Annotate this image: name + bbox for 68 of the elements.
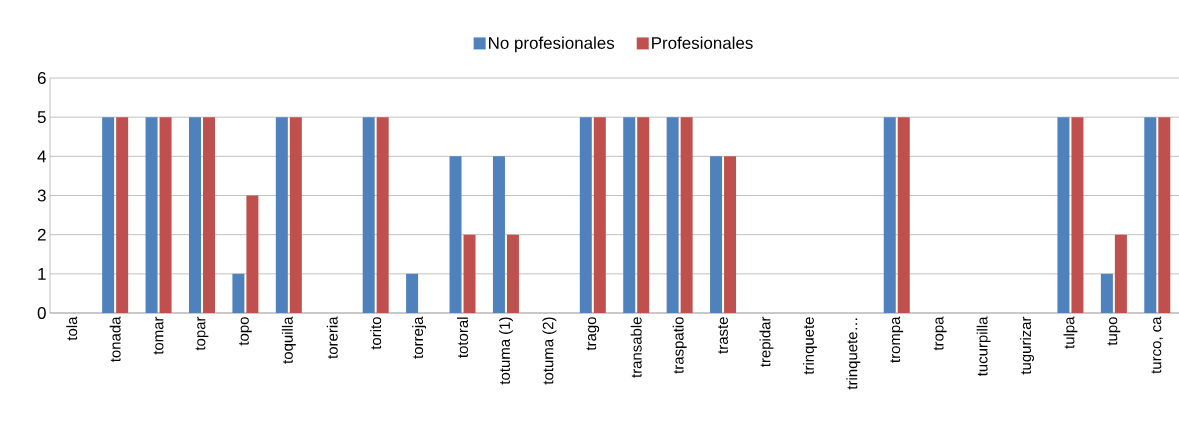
bar (1144, 117, 1157, 313)
x-tick-label: tupo (1107, 317, 1121, 346)
bar (246, 195, 259, 313)
y-tick-label: 3 (37, 189, 46, 202)
bar (506, 234, 519, 313)
bar (623, 117, 636, 313)
bar (883, 117, 896, 313)
legend-label: No profesionales (489, 36, 615, 53)
x-tick-label: trinquete (802, 317, 817, 375)
y-tick-label: 2 (37, 228, 46, 241)
bar (275, 117, 288, 313)
bar (449, 156, 462, 313)
y-tick-label: 4 (37, 150, 46, 163)
bar (116, 117, 129, 313)
x-tick-label: trepidar (759, 316, 774, 367)
bar (666, 117, 679, 313)
y-tick-label: 5 (37, 111, 46, 124)
bar (710, 156, 723, 313)
x-tick-label: trago (586, 317, 600, 351)
x-tick-label: toreria (326, 316, 338, 359)
bar (897, 117, 910, 313)
bar (724, 156, 737, 313)
x-tick-label: trompa (890, 316, 904, 363)
x-tick-label: torito (370, 317, 382, 350)
x-tick-label: tugurizar (1020, 316, 1034, 375)
x-tick-label: tulpa (1063, 316, 1078, 349)
bar (492, 156, 505, 313)
x-tick-label: tucurpilla (976, 316, 991, 377)
x-tick-label: trinquete… (846, 318, 861, 390)
x-tick-label: totuma (2) (542, 317, 557, 385)
bar (289, 117, 302, 313)
x-tick-label: transable (630, 317, 642, 378)
bar (362, 117, 375, 313)
x-tick-label: torreja (412, 316, 427, 359)
bar (579, 117, 592, 313)
bar (145, 117, 158, 313)
bar (1057, 117, 1070, 313)
y-tick-label: 1 (38, 268, 46, 280)
bar (102, 117, 115, 313)
bar (593, 117, 606, 313)
bar (406, 273, 419, 313)
legend-label: Profesionales (652, 36, 753, 49)
x-tick-label: traste (718, 317, 728, 354)
x-tick-label: topo (239, 317, 252, 346)
bar (1100, 273, 1113, 313)
x-tick-label: totuma (1) (498, 317, 513, 385)
bar (637, 117, 650, 313)
x-tick-label: tomar (153, 316, 164, 355)
x-tick-label: tonada (109, 316, 121, 363)
x-tick-label: tola (66, 316, 78, 341)
bar (232, 273, 245, 313)
bar (159, 117, 172, 313)
bar (463, 234, 476, 313)
y-tick-label: 6 (37, 72, 46, 84)
bar (376, 117, 389, 313)
bar (1158, 117, 1171, 313)
bar (1114, 234, 1127, 313)
x-tick-label: toquilla (281, 316, 296, 364)
bar (202, 117, 215, 313)
bar (188, 117, 201, 313)
bar (1071, 117, 1084, 313)
x-tick-label: tropa (933, 316, 947, 351)
x-tick-label: turco, ca (1151, 316, 1164, 374)
x-tick-label: traspatio (672, 317, 687, 374)
x-tick-label: totoral (457, 317, 468, 358)
bar (680, 117, 693, 313)
x-tick-label: topar (195, 316, 209, 351)
y-tick-label: 0 (37, 307, 46, 319)
